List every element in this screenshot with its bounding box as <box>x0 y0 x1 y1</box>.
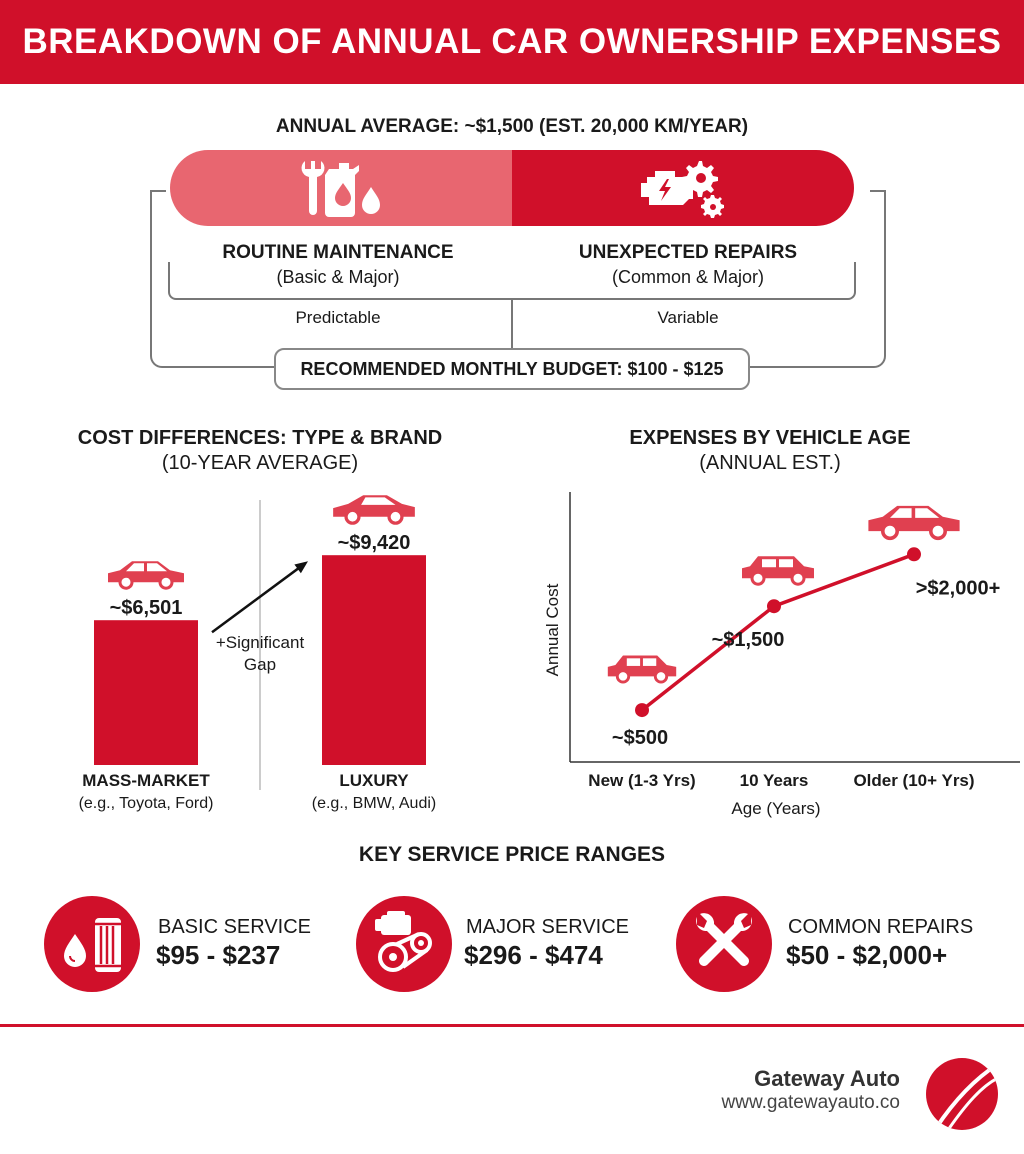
oil-filter-icon <box>64 918 121 972</box>
wrench-oil-can-icon <box>301 161 380 217</box>
bar-value-label: ~$6,501 <box>110 597 183 619</box>
engine-gears-icon <box>641 161 724 218</box>
bar-category-label: LUXURY <box>339 771 409 790</box>
x-axis-label: Age (Years) <box>731 799 820 818</box>
repairs-title: UNEXPECTED REPAIRS <box>578 242 798 263</box>
line-chart-title: EXPENSES BY VEHICLE AGE <box>629 427 911 449</box>
services-title: KEY SERVICE PRICE RANGES <box>358 843 666 866</box>
bar-chart-subtitle: (10-YEAR AVERAGE) <box>161 452 359 474</box>
common-repairs-price: $50 - $2,000+ <box>786 940 948 970</box>
maintenance-subtitle: (Basic & Major) <box>276 267 400 287</box>
bar-mass-market <box>94 620 198 765</box>
bar-category-label: MASS-MARKET <box>82 771 210 790</box>
bar-luxury <box>322 555 426 765</box>
inner-bracket <box>168 262 856 300</box>
annual-average: ANNUAL AVERAGE: ~$1,500 (EST. 20,000 KM/… <box>275 116 749 137</box>
repairs-subtitle: (Common & Major) <box>611 267 765 287</box>
footer-rule <box>0 1024 1024 1027</box>
maintenance-note: Predictable <box>295 308 381 327</box>
engine-belt-icon <box>375 911 432 972</box>
repairs-pill-half <box>512 150 854 226</box>
repairs-note: Variable <box>657 308 719 327</box>
age-value-label: ~$500 <box>612 727 668 749</box>
age-value-label: ~$1,500 <box>712 629 785 651</box>
gap-annotation-line-2: Gap <box>244 655 276 674</box>
crossed-wrenches-icon <box>696 913 752 966</box>
major-service-label: MAJOR SERVICE <box>466 916 629 938</box>
brand-name: Gateway Auto <box>754 1066 900 1091</box>
age-point <box>907 547 921 562</box>
age-tick-label: Older (10+ Yrs) <box>853 771 974 790</box>
age-tick-label: New (1-3 Yrs) <box>588 771 695 790</box>
y-axis-label: Annual Cost <box>543 583 562 676</box>
bar-chart: ~$6,501 MASS-MARKET (e.g., Toyota, Ford) ~$… <box>79 495 436 812</box>
bar-chart-title: COST DIFFERENCES: TYPE & BRAND <box>77 427 443 449</box>
major-service-badge <box>356 896 452 992</box>
title-banner: BREAKDOWN OF ANNUAL CAR OWNERSHIP EXPENS… <box>0 0 1024 84</box>
age-value-label: >$2,000+ <box>916 577 1001 599</box>
brand-url[interactable]: www.gatewayauto.co <box>721 1092 901 1113</box>
bar-category-subtitle: (e.g., Toyota, Ford) <box>79 795 214 812</box>
bar-value-label: ~$9,420 <box>338 532 411 554</box>
bar-category-subtitle: (e.g., BMW, Audi) <box>312 795 436 812</box>
major-service-price: $296 - $474 <box>464 940 603 970</box>
car-icon <box>333 495 415 525</box>
car-icon <box>607 655 677 684</box>
divider-line <box>511 300 513 350</box>
basic-service-badge <box>44 896 140 992</box>
common-repairs-badge <box>676 896 772 992</box>
line-chart-subtitle: (ANNUAL EST.) <box>699 452 841 474</box>
category-pill <box>170 150 854 226</box>
basic-service-label: BASIC SERVICE <box>158 916 312 938</box>
common-repairs-label: COMMON REPAIRS <box>788 916 974 938</box>
maintenance-pill-half <box>170 150 512 226</box>
car-icon <box>742 556 814 586</box>
maintenance-title: ROUTINE MAINTENANCE <box>222 242 454 263</box>
age-point <box>767 599 781 614</box>
car-icon <box>868 505 960 541</box>
car-icon <box>108 561 184 590</box>
brand-logo <box>926 1058 998 1130</box>
age-tick-label: 10 Years <box>740 771 809 790</box>
gap-arrow <box>211 563 305 634</box>
gap-arrow-head <box>294 561 308 574</box>
monthly-budget: RECOMMENDED MONTHLY BUDGET: $100 - $125 <box>274 348 750 390</box>
basic-service-price: $95 - $237 <box>156 940 281 970</box>
page-title: BREAKDOWN OF ANNUAL CAR OWNERSHIP EXPENS… <box>22 22 1002 61</box>
gap-annotation-line-1: +Significant <box>216 633 305 652</box>
line-chart: ~$500 New (1-3 Yrs) ~$1,500 10 Years >$2,000… <box>543 492 1020 818</box>
age-point <box>635 703 649 718</box>
